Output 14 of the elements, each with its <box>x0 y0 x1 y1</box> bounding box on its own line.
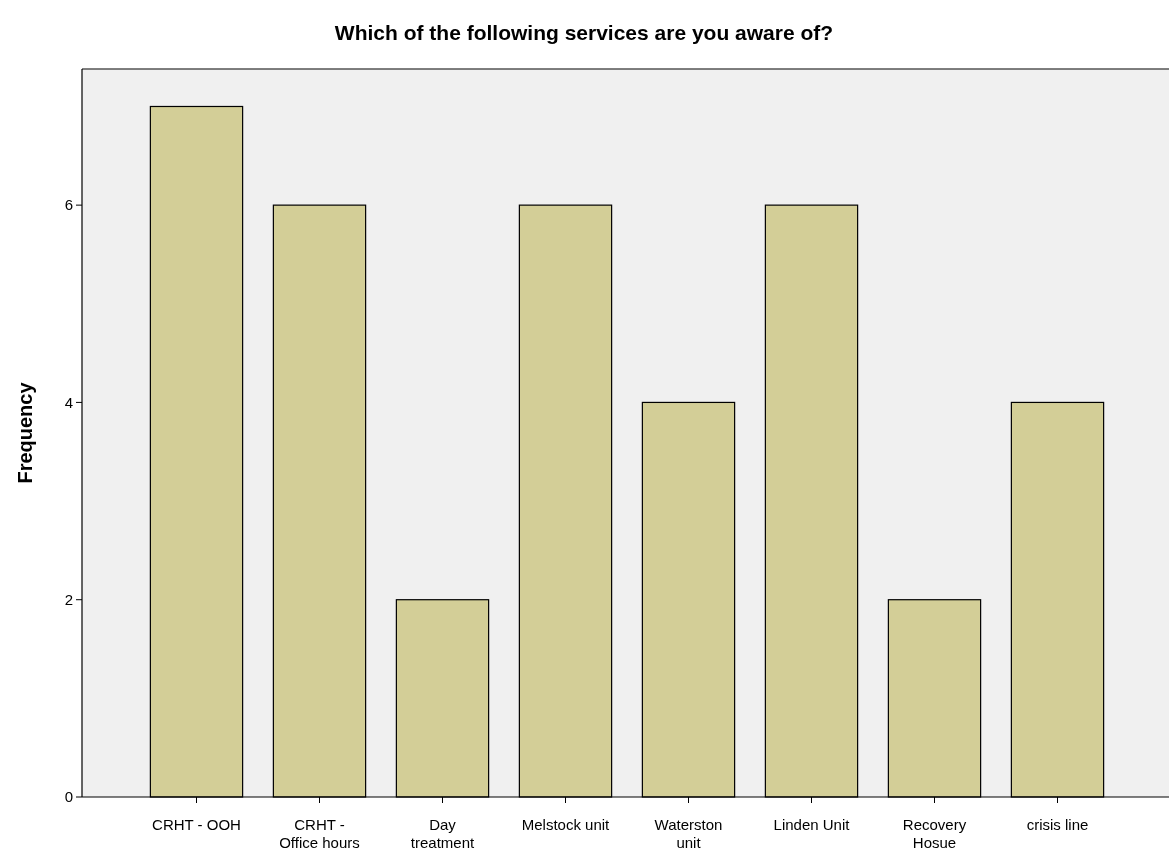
chart-title: Which of the following services are you aware of? <box>334 21 834 44</box>
x-tick-label: Day treatment <box>410 816 476 851</box>
y-tick-label: 4 <box>64 393 73 411</box>
y-tick-label: 6 <box>64 196 73 214</box>
x-tick-label: CRHT - OOH <box>152 816 241 833</box>
y-axis-title: Frequency <box>14 381 36 484</box>
x-tick-label: Waterston unit <box>654 816 723 851</box>
x-tick-label: Linden Unit <box>773 816 851 833</box>
x-tick-label: CRHT - Office hours <box>279 816 360 851</box>
y-tick-label: 0 <box>64 788 73 806</box>
y-tick-label: 2 <box>64 590 73 608</box>
x-tick-label: Melstock unit <box>521 816 611 833</box>
x-tick-label: Recovery Hosue <box>902 816 967 851</box>
x-tick-label: crisis line <box>1026 816 1089 833</box>
